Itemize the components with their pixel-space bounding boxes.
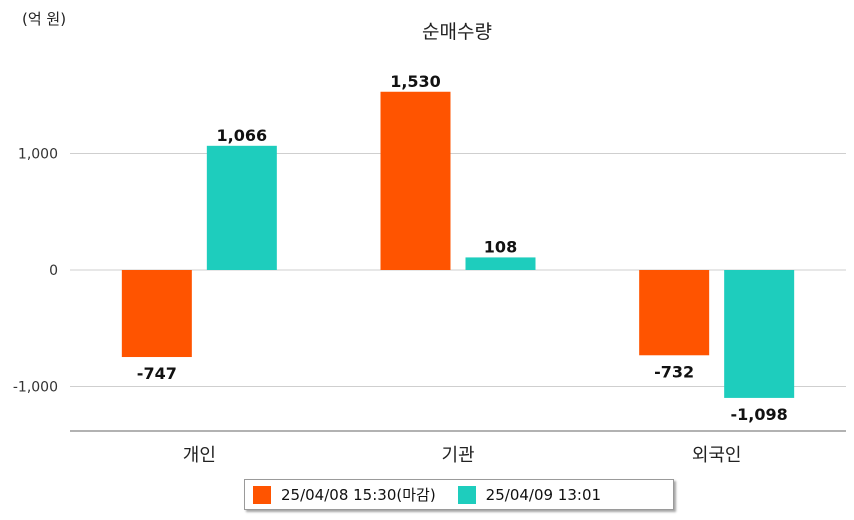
legend: 25/04/08 15:30(마감) 25/04/09 13:01 [244,479,674,510]
data-label: 1,530 [390,72,441,91]
y-tick-label: -1,000 [13,380,58,396]
x-tick-label: 기관 [441,445,474,466]
data-label: 1,066 [217,126,268,145]
legend-swatch-series-1 [253,485,271,504]
legend-item-series-2[interactable]: 25/04/09 13:01 [457,485,602,504]
bar[interactable] [465,257,536,270]
unit-label: (억 원) [22,10,66,28]
data-label: -1,098 [731,405,788,424]
chart-title: 순매수량 [422,21,492,43]
bar[interactable] [724,270,795,398]
data-label: -747 [137,364,177,383]
legend-item-series-1[interactable]: 25/04/08 15:30(마감) [253,484,436,505]
x-tick-label: 개인 [183,445,216,466]
legend-swatch-series-2 [457,485,476,504]
data-label: 108 [484,237,517,256]
bar[interactable] [639,270,710,356]
bar[interactable] [121,270,192,358]
bar[interactable] [380,91,451,270]
y-tick-label: 0 [49,263,58,279]
x-tick-label: 외국인 [692,445,742,466]
legend-label-series-2: 25/04/09 13:01 [485,485,602,504]
bar[interactable] [206,145,277,270]
y-tick-label: 1,000 [18,147,58,163]
data-label: -732 [654,362,694,381]
legend-label-series-1: 25/04/08 15:30(마감) [281,486,436,504]
